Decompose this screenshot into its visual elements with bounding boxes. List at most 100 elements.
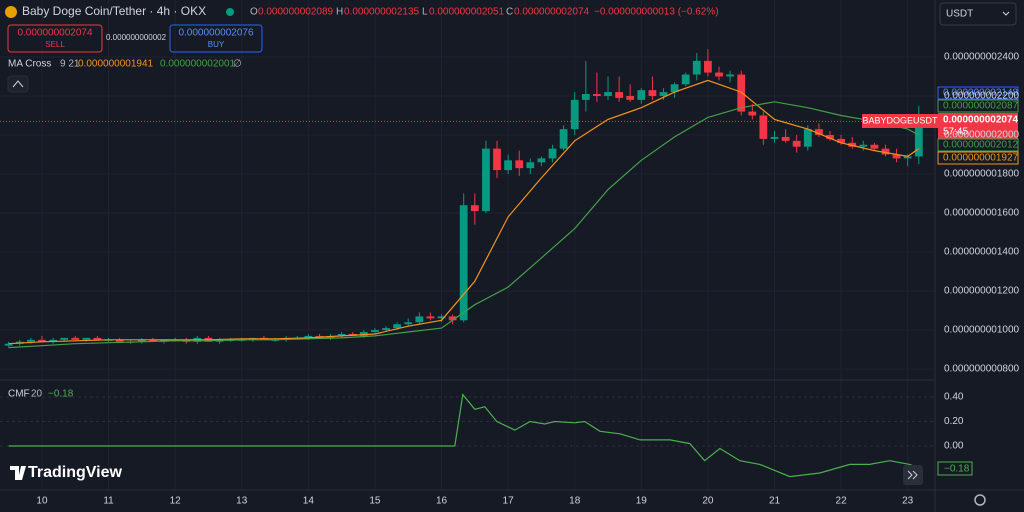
buy-label: BUY (208, 40, 225, 49)
candle-body (26, 339, 35, 342)
candle-body (426, 316, 435, 319)
indicator-value: 0.000000002001 (160, 59, 236, 70)
candle-body (615, 92, 624, 98)
indicator-name[interactable]: CMF (8, 389, 30, 400)
candle-body (115, 339, 124, 342)
candle-body (149, 339, 157, 342)
candle-body (637, 90, 646, 100)
y-tick-label: 0.20 (944, 416, 964, 427)
candle-body (815, 129, 823, 135)
x-tick-label: 23 (902, 496, 914, 507)
candle-body (759, 115, 768, 139)
indicator-name[interactable]: MA Cross (8, 59, 51, 70)
candle-body (870, 144, 879, 149)
candle-body (93, 337, 102, 340)
candle-body (837, 138, 845, 143)
price-tag-text: 0.000000002087 (943, 101, 1019, 112)
candle-body (526, 162, 535, 169)
ohlc-label: C (506, 7, 513, 18)
price-tag (937, 86, 1019, 100)
cmf-tag-text: −0.18 (944, 464, 970, 475)
currency-dropdown[interactable] (939, 2, 1017, 26)
candle-body (71, 337, 80, 340)
x-tick-label: 21 (769, 496, 781, 507)
candle-body (459, 205, 468, 321)
candle-body (626, 95, 635, 100)
ohlc-value: 0.000000002089 (258, 7, 334, 18)
candle-body (371, 330, 379, 333)
ohlc-label: H (336, 7, 343, 18)
candle-body (493, 148, 501, 171)
buy-button[interactable] (169, 24, 263, 53)
candle-body (692, 60, 701, 75)
candle-body (60, 337, 69, 340)
candle-body (892, 154, 901, 159)
price-tag-text: 0.000000002148 (943, 88, 1019, 99)
candle-body (82, 337, 91, 340)
candle-body (4, 343, 13, 346)
candle-body (581, 94, 590, 100)
indicator-value: 0.000000001941 (78, 59, 154, 70)
candle-body (570, 99, 579, 130)
cmf-line (8, 393, 920, 478)
sell-button[interactable] (7, 24, 103, 53)
logo[interactable]: TradingView (28, 464, 123, 481)
candle-body (770, 136, 779, 139)
x-tick-label: 22 (836, 496, 848, 507)
candle-body (659, 92, 668, 96)
ohlc-label: L (422, 7, 428, 18)
price-tag-text: 0.000000001927 (943, 153, 1019, 164)
candle-body (49, 339, 57, 342)
candle-body (715, 72, 723, 77)
y-tick-label: 0.000000001400 (944, 247, 1020, 258)
indicator-params: 20 (31, 389, 43, 400)
candle-body (826, 134, 834, 139)
candle-body (781, 136, 790, 141)
candle-body (137, 339, 146, 342)
settings-icon[interactable] (974, 494, 986, 506)
collapse-button[interactable] (7, 75, 29, 93)
price-tag (937, 151, 1019, 165)
candle-body (437, 316, 446, 319)
price-tag (937, 99, 1019, 113)
candle-body (726, 74, 734, 77)
x-tick-label: 14 (303, 496, 315, 507)
candle-body (359, 332, 368, 336)
y-tick-label: 0.000000000800 (944, 364, 1020, 375)
x-tick-label: 11 (103, 496, 114, 507)
symbol-title[interactable]: Baby Doge Coin/Tether · 4h · OKX (22, 4, 206, 18)
candle-body (593, 94, 601, 96)
candle-body (792, 140, 801, 147)
candle-body (881, 148, 890, 155)
price-tag-text: 0.000000002012 (943, 140, 1019, 151)
candle-body (504, 160, 513, 171)
last-price: 0.000000002074 (943, 115, 1019, 126)
candle-body (737, 74, 746, 112)
scroll-button[interactable] (903, 465, 923, 485)
indicator-value: −0.18 (48, 389, 74, 400)
candle-body (482, 148, 490, 212)
candle-body (38, 339, 46, 342)
y-tick-label: 0.000000001000 (944, 325, 1020, 336)
candle-body (803, 129, 812, 147)
x-tick-label: 20 (702, 496, 714, 507)
y-tick-label: 0.00 (944, 441, 964, 452)
countdown: 57:45 (943, 127, 968, 138)
candle-body (470, 205, 479, 212)
candle-body (859, 144, 868, 147)
candle-body (914, 121, 923, 157)
symbol-tag-text: BABYDOGEUSDT (862, 115, 938, 125)
ma-line (8, 101, 920, 349)
x-tick-label: 13 (236, 496, 248, 507)
last-price-tag (938, 113, 1018, 139)
candle-body (681, 74, 690, 85)
x-tick-label: 10 (36, 496, 48, 507)
y-tick-label: 0.000000002200 (944, 91, 1020, 102)
candle-body (382, 328, 390, 331)
dropdown-arrow (1002, 11, 1010, 16)
x-tick-label: 12 (170, 496, 182, 507)
candle-body (648, 90, 657, 96)
candle-body (537, 158, 546, 163)
